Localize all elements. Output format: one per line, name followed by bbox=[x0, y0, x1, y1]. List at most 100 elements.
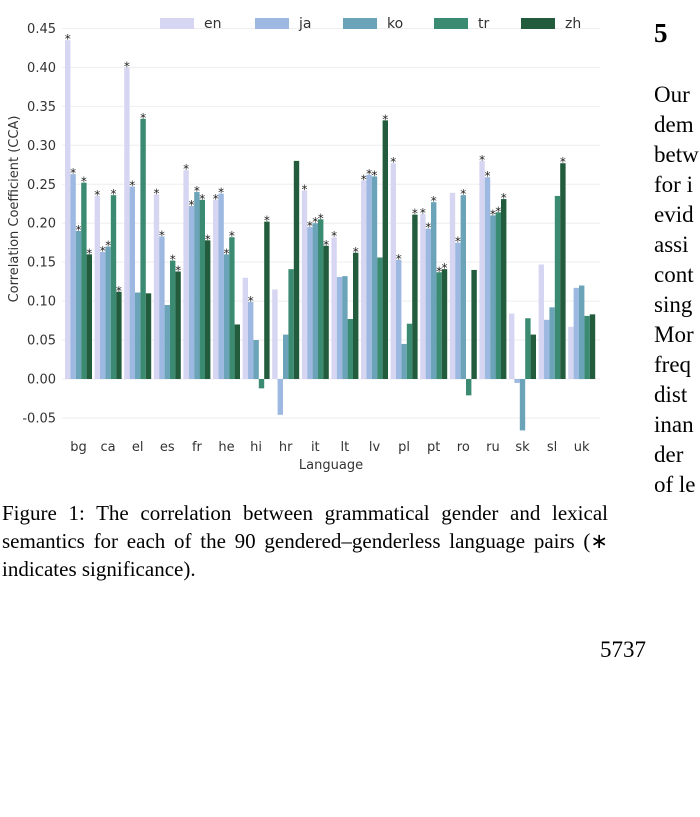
legend-swatch-tr bbox=[434, 18, 468, 29]
bar-tr-pt bbox=[436, 272, 442, 379]
significance-star: * bbox=[495, 204, 501, 218]
y-tick-label: 0.25 bbox=[27, 178, 56, 193]
right-column-line: betw bbox=[654, 142, 699, 167]
legend: en ja ko tr zh bbox=[160, 16, 581, 32]
bar-ko-hr bbox=[283, 334, 289, 379]
significance-star: * bbox=[455, 235, 461, 249]
bar-zh-he bbox=[234, 324, 240, 379]
bar-en-hr bbox=[272, 289, 278, 379]
right-column-line: Our bbox=[654, 82, 690, 107]
bar-zh-sk bbox=[530, 334, 536, 379]
bar-zh-bg bbox=[86, 254, 92, 379]
bar-ko-es bbox=[164, 304, 170, 379]
x-tick-label: lv bbox=[369, 440, 381, 455]
x-tick-label: sk bbox=[515, 440, 530, 455]
bar-tr-ro bbox=[466, 379, 472, 396]
x-tick-label: uk bbox=[574, 440, 590, 455]
significance-star: * bbox=[372, 168, 378, 182]
bar-ko-pt bbox=[431, 202, 437, 379]
bar-tr-he bbox=[229, 237, 235, 379]
bar-tr-ca bbox=[110, 195, 117, 379]
bar-zh-hi bbox=[264, 221, 270, 379]
right-column-line: assi bbox=[654, 232, 689, 257]
legend-swatch-ja bbox=[255, 18, 289, 29]
x-tick-label: pt bbox=[427, 440, 440, 455]
x-tick-labels: bg ca el es fr he hi hr it lt lv pl pt ro ru sk sl uk bbox=[70, 440, 590, 455]
significance-star: * bbox=[425, 221, 431, 235]
right-column-line: inan bbox=[654, 412, 694, 437]
significance-star: * bbox=[124, 59, 130, 73]
bar-ko-it bbox=[312, 223, 318, 379]
y-tick-label: -0.05 bbox=[22, 411, 56, 426]
significance-star: * bbox=[86, 246, 92, 260]
significance-star: * bbox=[331, 229, 337, 243]
right-column-line: dist bbox=[654, 382, 688, 407]
significance-star: * bbox=[199, 192, 205, 206]
significance-star: * bbox=[420, 206, 426, 220]
bar-ja-ro bbox=[455, 242, 461, 379]
bar-zh-lt bbox=[353, 252, 359, 379]
significance-star: * bbox=[382, 112, 388, 126]
bar-ko-lv bbox=[371, 176, 378, 379]
significance-star: * bbox=[70, 166, 76, 180]
bar-ko-fr bbox=[194, 192, 200, 379]
significance-star: * bbox=[312, 215, 318, 229]
significance-star: * bbox=[170, 253, 176, 267]
significance-star: * bbox=[105, 239, 111, 253]
bar-ko-ca bbox=[105, 246, 111, 379]
bar-ja-he bbox=[218, 193, 224, 379]
bar-en-sk bbox=[509, 313, 515, 379]
bar-en-bg bbox=[65, 40, 71, 379]
bar-en-lt bbox=[331, 237, 337, 379]
bar-tr-lv bbox=[377, 257, 383, 379]
bar-ko-bg bbox=[75, 230, 82, 379]
right-column-line: evid bbox=[654, 202, 694, 227]
bar-ja-el bbox=[129, 186, 135, 379]
bar-ja-fr bbox=[188, 206, 195, 379]
x-tick-label: sl bbox=[547, 440, 557, 455]
significance-star: * bbox=[560, 155, 566, 169]
significance-star: * bbox=[442, 261, 448, 275]
x-tick-label: ru bbox=[486, 440, 500, 455]
significance-star: * bbox=[140, 111, 146, 125]
bar-en-pt bbox=[420, 213, 426, 379]
bar-ja-sk bbox=[514, 379, 520, 383]
right-column-line: for i bbox=[654, 172, 693, 197]
x-tick-label: el bbox=[132, 440, 144, 455]
bar-ja-pl bbox=[396, 259, 402, 379]
bar-en-ro bbox=[449, 192, 456, 379]
x-tick-label: hr bbox=[279, 440, 293, 455]
right-column-line: of le bbox=[654, 472, 696, 497]
bar-ko-he bbox=[223, 254, 230, 379]
legend-swatch-zh bbox=[521, 18, 555, 29]
y-tick-labels: -0.05 0.00 0.05 0.10 0.15 0.20 0.25 0.30 0.35 0.4… bbox=[22, 22, 56, 427]
bar-ko-ro bbox=[460, 195, 466, 379]
significance-star: * bbox=[396, 252, 402, 266]
significance-star: * bbox=[218, 186, 224, 200]
bar-en-ru bbox=[479, 160, 485, 379]
bar-ja-lv bbox=[366, 174, 372, 379]
significance-star: * bbox=[248, 294, 254, 308]
x-tick-label: bg bbox=[70, 440, 87, 455]
bar-zh-it bbox=[323, 245, 329, 379]
bar-en-pl bbox=[390, 163, 396, 379]
bar-en-lv bbox=[361, 180, 367, 379]
significance-star: * bbox=[81, 175, 87, 189]
significance-star: * bbox=[100, 244, 106, 258]
bar-zh-pl bbox=[412, 214, 418, 379]
bar-en-el bbox=[124, 67, 130, 380]
significance-star: * bbox=[307, 219, 313, 233]
bar-ko-pl bbox=[401, 343, 407, 379]
bar-zh-fr bbox=[205, 240, 211, 379]
significance-star: * bbox=[213, 192, 219, 206]
bar-ko-sl bbox=[549, 307, 555, 379]
legend-label-ja: ja bbox=[298, 16, 311, 32]
significance-star: * bbox=[116, 284, 122, 298]
significance-star: * bbox=[412, 207, 418, 221]
bar-ko-lt bbox=[342, 276, 348, 379]
bar-ko-sk bbox=[519, 379, 526, 431]
bar-zh-uk bbox=[589, 314, 596, 379]
significance-star: * bbox=[224, 246, 230, 260]
bar-ja-pt bbox=[425, 228, 431, 379]
y-tick-label: 0.35 bbox=[27, 100, 56, 115]
